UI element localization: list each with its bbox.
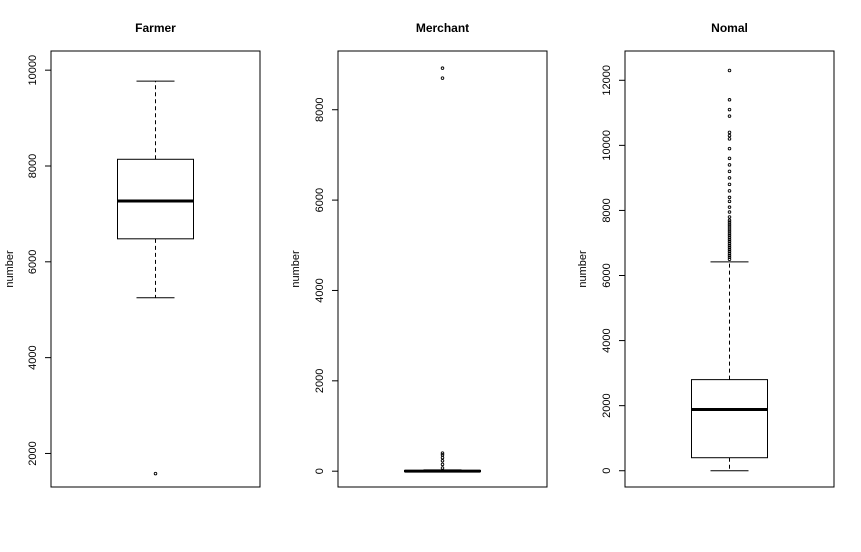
outlier-point bbox=[727, 218, 732, 222]
outlier-point bbox=[727, 222, 732, 226]
plot-frame bbox=[624, 50, 835, 488]
iqr-box bbox=[117, 158, 194, 240]
outlier-point bbox=[440, 459, 445, 463]
panel-nomal: Nomal number 0 2000 4000 6000 8000 10000 12000 bbox=[577, 21, 835, 488]
outlier-point bbox=[727, 133, 732, 138]
outlier-point bbox=[727, 130, 732, 135]
y-tick-label: 4000 bbox=[601, 328, 613, 352]
y-tick-label: 0 bbox=[601, 468, 613, 474]
y-axis-label: number bbox=[577, 250, 589, 288]
outlier-point bbox=[727, 257, 732, 261]
outlier-point bbox=[727, 68, 732, 73]
outlier-point bbox=[727, 182, 732, 187]
plot-frame bbox=[50, 50, 261, 488]
outlier-point bbox=[727, 230, 732, 234]
y-tick-label: 0 bbox=[314, 468, 326, 474]
outlier-point bbox=[727, 137, 732, 141]
y-axis-label: number bbox=[290, 250, 302, 288]
outlier-point bbox=[440, 462, 445, 467]
y-tick-label: 8000 bbox=[27, 154, 39, 178]
outlier-point bbox=[727, 176, 732, 180]
y-axis-label: number bbox=[4, 250, 16, 288]
outlier-point bbox=[727, 251, 732, 256]
y-tick-label: 2000 bbox=[601, 393, 613, 417]
y-tick-label: 4000 bbox=[314, 278, 326, 302]
outlier-point bbox=[727, 241, 732, 246]
y-tick-label: 2000 bbox=[314, 369, 326, 393]
outlier-point bbox=[153, 471, 158, 476]
panel-merchant: Merchant number 0 2000 4000 6000 8000 bbox=[290, 21, 548, 488]
outlier-point bbox=[727, 247, 732, 252]
outlier-point bbox=[440, 66, 445, 70]
outlier-point bbox=[440, 76, 445, 80]
outlier-point bbox=[727, 243, 732, 248]
outlier-point bbox=[727, 232, 732, 236]
outlier-point bbox=[727, 228, 732, 232]
outlier-point bbox=[727, 146, 732, 151]
outlier-point bbox=[727, 224, 732, 228]
outlier-point bbox=[727, 226, 732, 230]
outlier-point bbox=[727, 239, 732, 244]
outlier-point bbox=[440, 453, 445, 457]
outlier-point bbox=[727, 199, 732, 204]
panel-title: Farmer bbox=[135, 21, 176, 35]
panel-farmer: Farmer number 2000 4000 6000 8000 10000 bbox=[4, 21, 261, 488]
outlier-point bbox=[440, 451, 445, 455]
y-tick-label: 8000 bbox=[314, 97, 326, 121]
outlier-point bbox=[727, 253, 732, 258]
outlier-point bbox=[727, 236, 732, 240]
y-tick-label: 6000 bbox=[27, 250, 39, 274]
outlier-point bbox=[727, 255, 732, 260]
outlier-point bbox=[727, 205, 732, 209]
y-tick-label: 12000 bbox=[601, 65, 613, 96]
iqr-box bbox=[691, 379, 768, 459]
panel-title: Nomal bbox=[711, 21, 748, 35]
outlier-point bbox=[727, 98, 732, 102]
outlier-point bbox=[727, 156, 732, 161]
y-tick-label: 10000 bbox=[27, 55, 39, 86]
y-tick-label: 4000 bbox=[27, 345, 39, 369]
plot-frame bbox=[337, 50, 548, 488]
outlier-point bbox=[727, 245, 732, 250]
outlier-point bbox=[727, 220, 732, 224]
outlier-point bbox=[727, 234, 732, 238]
outlier-point bbox=[727, 237, 732, 242]
outlier-point bbox=[727, 189, 732, 193]
outlier-point bbox=[727, 163, 732, 167]
outlier-point bbox=[727, 249, 732, 254]
panel-title: Merchant bbox=[416, 21, 469, 35]
outlier-point bbox=[727, 195, 732, 200]
y-tick-label: 2000 bbox=[27, 441, 39, 465]
outlier-point bbox=[727, 114, 732, 118]
y-tick-label: 6000 bbox=[314, 188, 326, 212]
outlier-point bbox=[440, 455, 445, 460]
y-tick-label: 8000 bbox=[601, 198, 613, 222]
outlier-point bbox=[440, 466, 445, 470]
y-tick-label: 6000 bbox=[601, 263, 613, 287]
outlier-point bbox=[727, 107, 732, 112]
outlier-point bbox=[727, 169, 732, 174]
y-tick-label: 10000 bbox=[601, 130, 613, 161]
outlier-point bbox=[727, 215, 732, 219]
outlier-point bbox=[727, 210, 732, 214]
